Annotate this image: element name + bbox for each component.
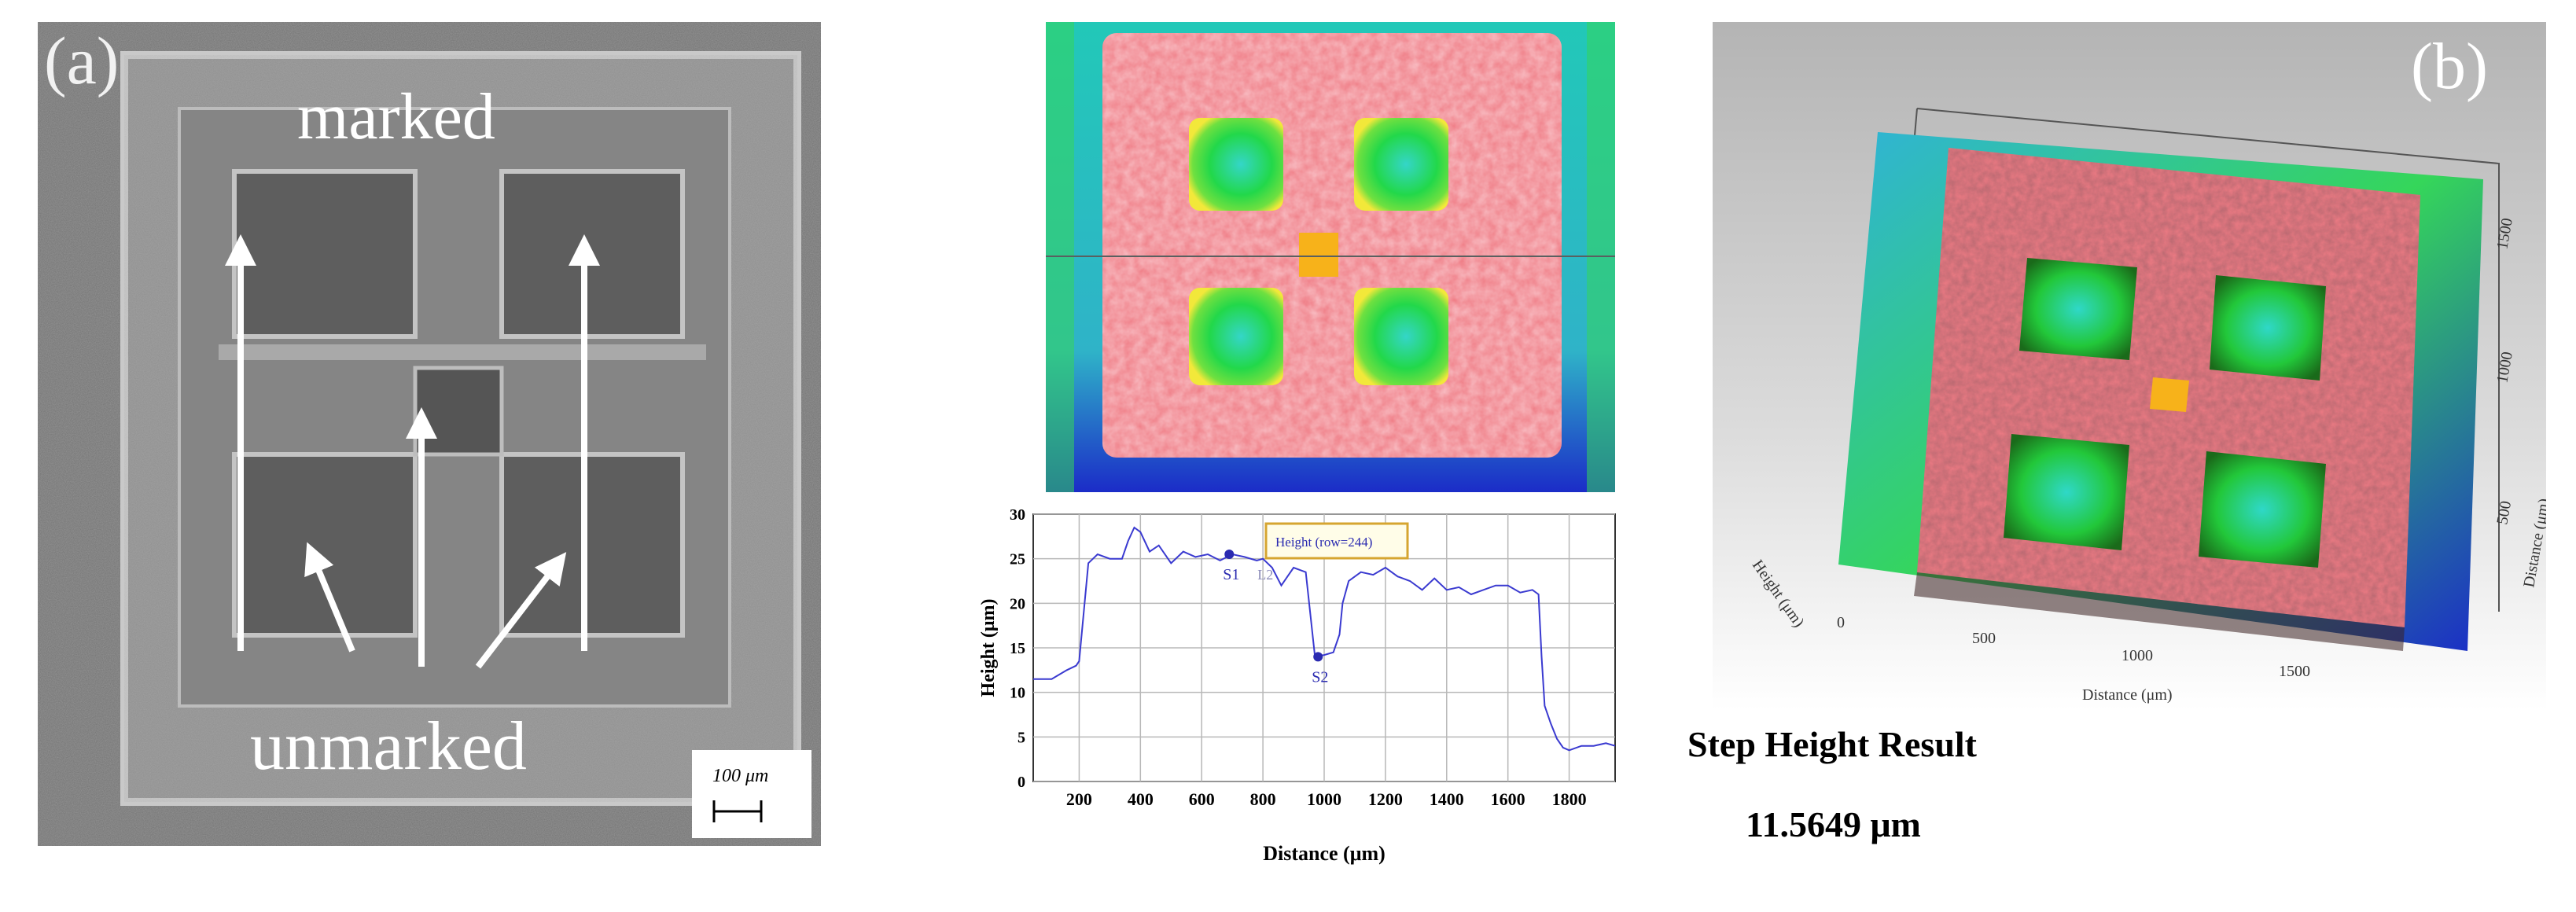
- y-axis-label: Height (μm): [978, 599, 999, 697]
- legend-box: Height (row=244): [1264, 522, 1409, 560]
- arrow-diag-left: [304, 542, 355, 653]
- series-line: [1033, 526, 1616, 752]
- hole-top-left: [1189, 118, 1283, 211]
- marker-label-s2: S2: [1312, 668, 1328, 686]
- marker-label-s1: S1: [1223, 566, 1239, 583]
- y-tick-label: 20: [1010, 595, 1025, 612]
- x-tick-label: 1000: [1307, 789, 1341, 809]
- x-tick-label: 1400: [1430, 789, 1464, 809]
- unmarked-label: unmarked: [250, 708, 527, 785]
- y-tick-label: 10: [1010, 685, 1025, 702]
- y-tick-label: 25: [1010, 551, 1025, 568]
- y-tick-label: 30: [1010, 509, 1025, 524]
- marker-label-l2: L2: [1257, 567, 1273, 583]
- height-heatmap: [1046, 22, 1615, 492]
- panel-a-label: (a): [44, 23, 119, 98]
- x-axis-label: Distance (μm): [1263, 842, 1386, 865]
- height-profile-chart: 0 5 10 15 20 25 30 200 400 600 800 1000 1200 1400 160…: [978, 509, 1616, 865]
- x-axis-label-3d: Distance (μm): [2082, 686, 2173, 704]
- hole-3d-bottom-left: [2004, 434, 2129, 550]
- marked-label: marked: [297, 80, 495, 153]
- hole-3d-top-left: [2019, 258, 2137, 360]
- scale-bar-label: 100 μm: [712, 766, 768, 786]
- x-tick-500: 500: [1972, 630, 1996, 647]
- scale-bar-box: [692, 750, 811, 838]
- y-tick-label: 5: [1018, 729, 1025, 746]
- panel-b-label: (b): [2411, 30, 2488, 103]
- hole-3d-top-right: [2210, 275, 2326, 381]
- x-tick-label: 400: [1128, 789, 1154, 809]
- step-height-value: 11.5649 μm: [1746, 804, 1921, 844]
- arrow-diag-right: [475, 552, 567, 669]
- legend-label: Height (row=244): [1275, 535, 1372, 550]
- step-height-title: Step Height Result: [1687, 724, 1977, 764]
- hole-3d-bottom-right: [2199, 451, 2326, 568]
- y-tick-label: 0: [1018, 774, 1025, 791]
- center-pad-3d: [2150, 377, 2189, 412]
- hole-bottom-left: [1189, 288, 1283, 385]
- x-tick-label: 200: [1066, 789, 1092, 809]
- x-tick-label: 1200: [1368, 789, 1403, 809]
- x-tick-1500: 1500: [2279, 663, 2310, 680]
- sem-micrograph: (a) marked unmarked 100 μm: [38, 22, 821, 846]
- center-pad: [1299, 233, 1338, 277]
- x-tick-label: 600: [1189, 789, 1215, 809]
- x-tick-label: 800: [1250, 789, 1276, 809]
- y-tick-500: 500: [2493, 500, 2515, 526]
- marker-s2: [1313, 652, 1323, 662]
- surface-3d-view: 0 500 1000 1500 Distance (μm) 500 1000 1…: [1713, 22, 2546, 711]
- x-tick-label: 1600: [1491, 789, 1525, 809]
- hole-bottom-right: [1354, 288, 1448, 385]
- y-tick-label: 15: [1010, 640, 1025, 657]
- x-tick-0: 0: [1837, 614, 1845, 631]
- marker-s1: [1224, 550, 1235, 559]
- x-tick-1000: 1000: [2122, 647, 2153, 664]
- hole-top-right: [1354, 118, 1448, 211]
- x-tick-label: 1800: [1552, 789, 1587, 809]
- grid: [1033, 513, 1615, 782]
